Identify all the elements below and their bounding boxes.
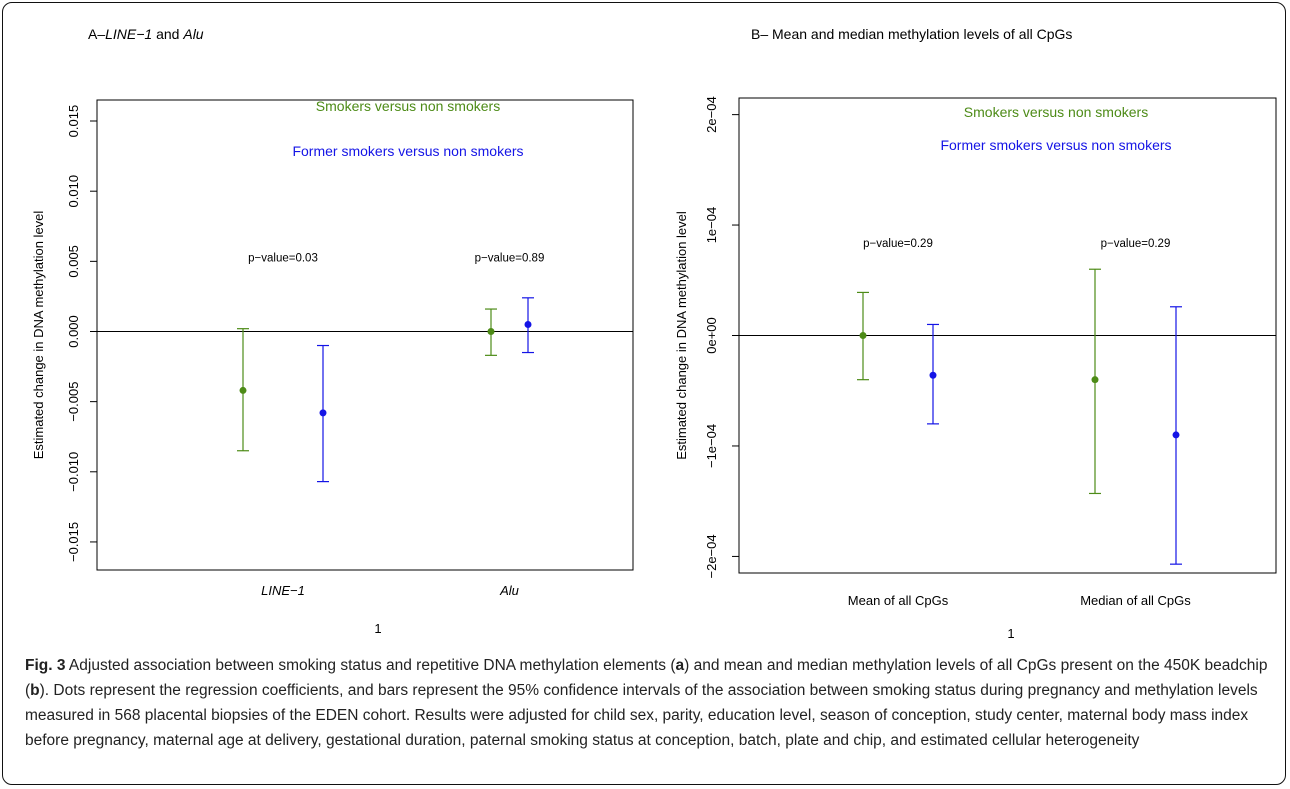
figure-charts: A–LINE−1 and Alu −0.015 −0.010 −0.005 0.000 0… (3, 3, 1286, 653)
estimate-point (1173, 431, 1180, 438)
estimate-point (240, 387, 247, 394)
legend-entry: Former smokers versus non smokers (292, 143, 523, 159)
estimate-point (320, 409, 327, 416)
x-category-label: Alu (499, 583, 519, 598)
panel-A-plot-box (97, 100, 633, 570)
estimate-point (930, 372, 937, 379)
p-value-label: p−value=0.89 (475, 252, 545, 264)
x-category-label: LINE−1 (261, 583, 305, 598)
estimate-point (525, 321, 532, 328)
legend-entry: Former smokers versus non smokers (940, 137, 1171, 153)
y-tick-label: −0.015 (66, 522, 81, 562)
y-tick-label: −1e−04 (704, 424, 719, 468)
caption-label: Fig. 3 (25, 657, 65, 674)
y-tick-label: 0.015 (66, 105, 81, 138)
y-tick-label: 1e−04 (704, 207, 719, 244)
y-tick-label: 0.010 (66, 175, 81, 208)
panel-A-title: A–LINE−1 and Alu (88, 26, 204, 42)
y-tick-label: 0.005 (66, 245, 81, 278)
caption-part1: Adjusted association between smoking sta… (65, 657, 675, 674)
estimate-point (488, 328, 495, 335)
x-category-label: Mean of all CpGs (848, 593, 949, 608)
y-axis-label: Estimated change in DNA methylation leve… (31, 211, 46, 460)
x-category-label: Median of all CpGs (1080, 593, 1191, 608)
panel-B-title: B– Mean and median methylation levels of… (751, 26, 1072, 42)
estimate-point (1092, 376, 1099, 383)
y-tick-label: −2e−04 (704, 534, 719, 578)
p-value-label: p−value=0.03 (248, 252, 318, 264)
caption-b: b (30, 682, 39, 699)
y-tick-label: −0.010 (66, 452, 81, 492)
caption-a: a (675, 657, 684, 674)
y-axis-label: Estimated change in DNA methylation leve… (674, 211, 689, 460)
legend-entry: Smokers versus non smokers (316, 98, 500, 114)
figure-caption: Fig. 3 Adjusted association between smok… (25, 653, 1271, 753)
p-value-label: p−value=0.29 (1101, 238, 1171, 250)
x-axis-label: 1 (1007, 626, 1014, 641)
estimate-point (860, 332, 867, 339)
p-value-label: p−value=0.29 (863, 238, 933, 250)
y-tick-label: 0.000 (66, 315, 81, 348)
y-tick-label: 0e+00 (704, 317, 719, 354)
legend-entry: Smokers versus non smokers (964, 104, 1148, 120)
y-tick-label: −0.005 (66, 382, 81, 422)
caption-part3: ). Dots represent the regression coeffic… (25, 682, 1258, 749)
x-axis-label: 1 (374, 621, 381, 636)
y-tick-label: 2e−04 (704, 96, 719, 133)
